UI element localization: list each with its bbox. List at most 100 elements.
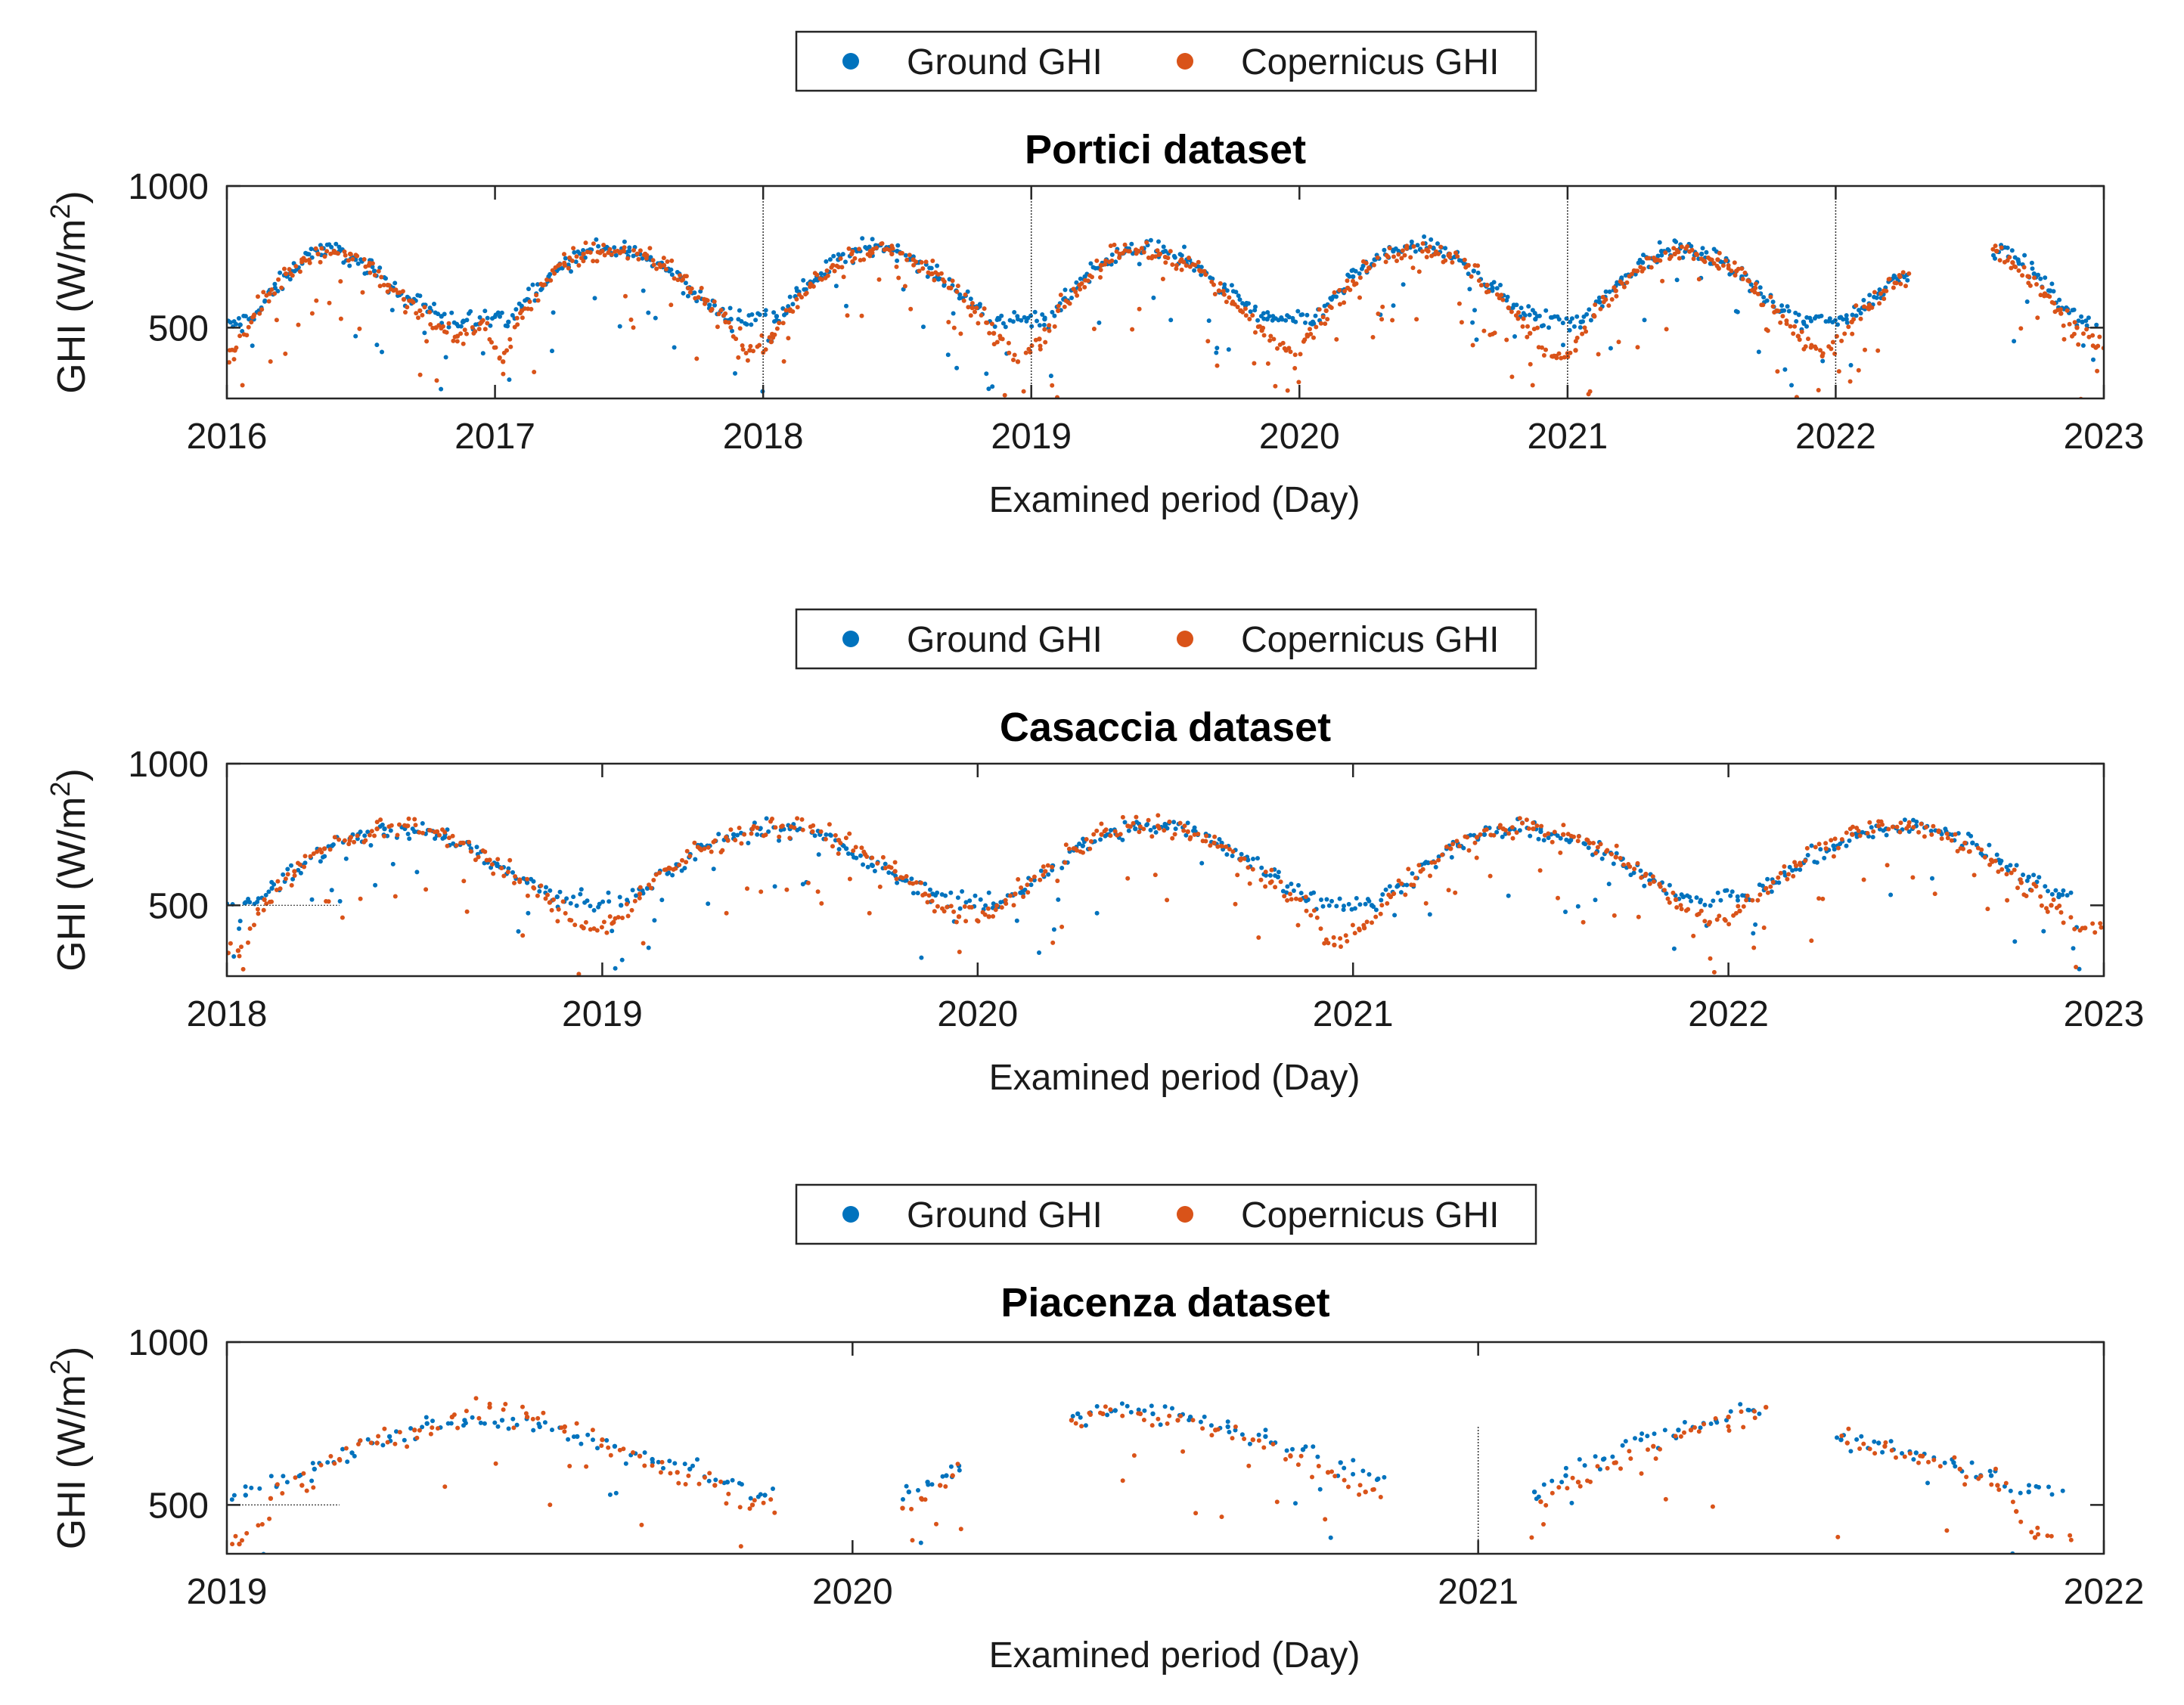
data-point bbox=[573, 259, 579, 265]
data-point bbox=[1256, 935, 1261, 940]
data-point bbox=[940, 1474, 945, 1479]
data-point bbox=[1667, 882, 1672, 888]
x-tick-label: 2019 bbox=[562, 994, 643, 1034]
data-point bbox=[1883, 1440, 1888, 1445]
data-point bbox=[795, 305, 800, 310]
data-point bbox=[1050, 940, 1056, 945]
data-point bbox=[2018, 1490, 2023, 1496]
data-point bbox=[1897, 273, 1902, 277]
data-point bbox=[1052, 324, 1057, 329]
data-point bbox=[647, 246, 653, 251]
data-point bbox=[1265, 361, 1270, 366]
data-point bbox=[1738, 1402, 1743, 1407]
data-point bbox=[1462, 257, 1467, 262]
data-point bbox=[1293, 1501, 1298, 1506]
data-point bbox=[1906, 271, 1912, 276]
data-point bbox=[1322, 941, 1327, 946]
data-point bbox=[230, 1542, 235, 1547]
data-point bbox=[1865, 831, 1870, 835]
data-point bbox=[977, 302, 982, 307]
data-point bbox=[867, 253, 873, 259]
data-point bbox=[1779, 303, 1785, 308]
data-point bbox=[1587, 389, 1593, 394]
data-point bbox=[694, 356, 700, 361]
data-point bbox=[687, 1466, 693, 1472]
data-point bbox=[1129, 241, 1134, 246]
data-point bbox=[1491, 280, 1497, 285]
data-point bbox=[859, 313, 864, 318]
data-point bbox=[1037, 950, 1041, 955]
data-point bbox=[1640, 1431, 1645, 1437]
data-point bbox=[1911, 1457, 1916, 1462]
data-point bbox=[1134, 251, 1139, 256]
data-point bbox=[2083, 318, 2089, 324]
data-point bbox=[1364, 919, 1370, 925]
data-point bbox=[1668, 254, 1674, 259]
legend[interactable]: Ground GHI Copernicus GHI bbox=[795, 1183, 1537, 1245]
legend[interactable]: Ground GHI Copernicus GHI bbox=[795, 608, 1537, 670]
data-point bbox=[1596, 299, 1601, 304]
data-point bbox=[340, 1446, 345, 1452]
data-point bbox=[1619, 275, 1624, 281]
data-point bbox=[1936, 828, 1941, 833]
data-point bbox=[762, 312, 768, 318]
data-point bbox=[843, 259, 848, 265]
data-point bbox=[1665, 896, 1671, 901]
data-point bbox=[1342, 300, 1347, 305]
x-tick-label: 2023 bbox=[2064, 417, 2145, 457]
legend[interactable]: Ground GHI Copernicus GHI bbox=[795, 30, 1537, 92]
data-point bbox=[629, 907, 634, 913]
data-point bbox=[1664, 891, 1669, 896]
data-point bbox=[1757, 892, 1763, 897]
data-point bbox=[2096, 343, 2101, 349]
data-point bbox=[541, 1410, 546, 1415]
data-point bbox=[234, 345, 239, 350]
data-point bbox=[591, 1437, 595, 1443]
data-point bbox=[1978, 1474, 1984, 1479]
data-point bbox=[1070, 1414, 1075, 1418]
data-point bbox=[661, 1465, 665, 1471]
data-point bbox=[374, 343, 380, 348]
data-point bbox=[1286, 346, 1292, 351]
data-point bbox=[451, 1412, 457, 1417]
data-point bbox=[672, 1461, 678, 1466]
data-point bbox=[283, 351, 288, 356]
data-point bbox=[1045, 863, 1050, 868]
data-point bbox=[2074, 325, 2080, 330]
data-point bbox=[1525, 324, 1530, 329]
data-point bbox=[333, 241, 339, 246]
data-point bbox=[1177, 259, 1183, 264]
data-point bbox=[1216, 288, 1222, 293]
data-point bbox=[352, 1453, 357, 1459]
data-point bbox=[552, 271, 557, 276]
data-point bbox=[886, 870, 892, 876]
data-point bbox=[1494, 286, 1500, 291]
data-point bbox=[808, 281, 813, 287]
data-point bbox=[923, 1497, 928, 1502]
data-point bbox=[495, 310, 501, 315]
data-point bbox=[1696, 277, 1702, 282]
data-point bbox=[845, 851, 851, 856]
data-point bbox=[1010, 319, 1016, 324]
data-point bbox=[755, 832, 760, 837]
data-point bbox=[591, 908, 597, 913]
data-point bbox=[2025, 274, 2030, 279]
legend-marker-copernicus bbox=[1177, 631, 1193, 647]
data-point bbox=[1505, 294, 1510, 299]
data-point bbox=[1706, 922, 1711, 927]
data-point bbox=[1782, 367, 1788, 372]
data-point bbox=[244, 333, 250, 338]
data-point bbox=[1311, 890, 1317, 895]
data-point bbox=[376, 268, 381, 274]
data-point bbox=[935, 904, 940, 909]
data-point bbox=[739, 319, 744, 324]
data-point bbox=[594, 928, 600, 933]
data-point bbox=[430, 1418, 435, 1424]
data-point bbox=[1911, 825, 1916, 830]
data-point bbox=[1261, 311, 1266, 316]
data-point bbox=[1391, 303, 1396, 308]
data-point bbox=[917, 268, 922, 274]
data-point bbox=[1177, 820, 1183, 826]
data-point bbox=[2027, 1483, 2031, 1488]
data-point bbox=[1504, 337, 1509, 343]
